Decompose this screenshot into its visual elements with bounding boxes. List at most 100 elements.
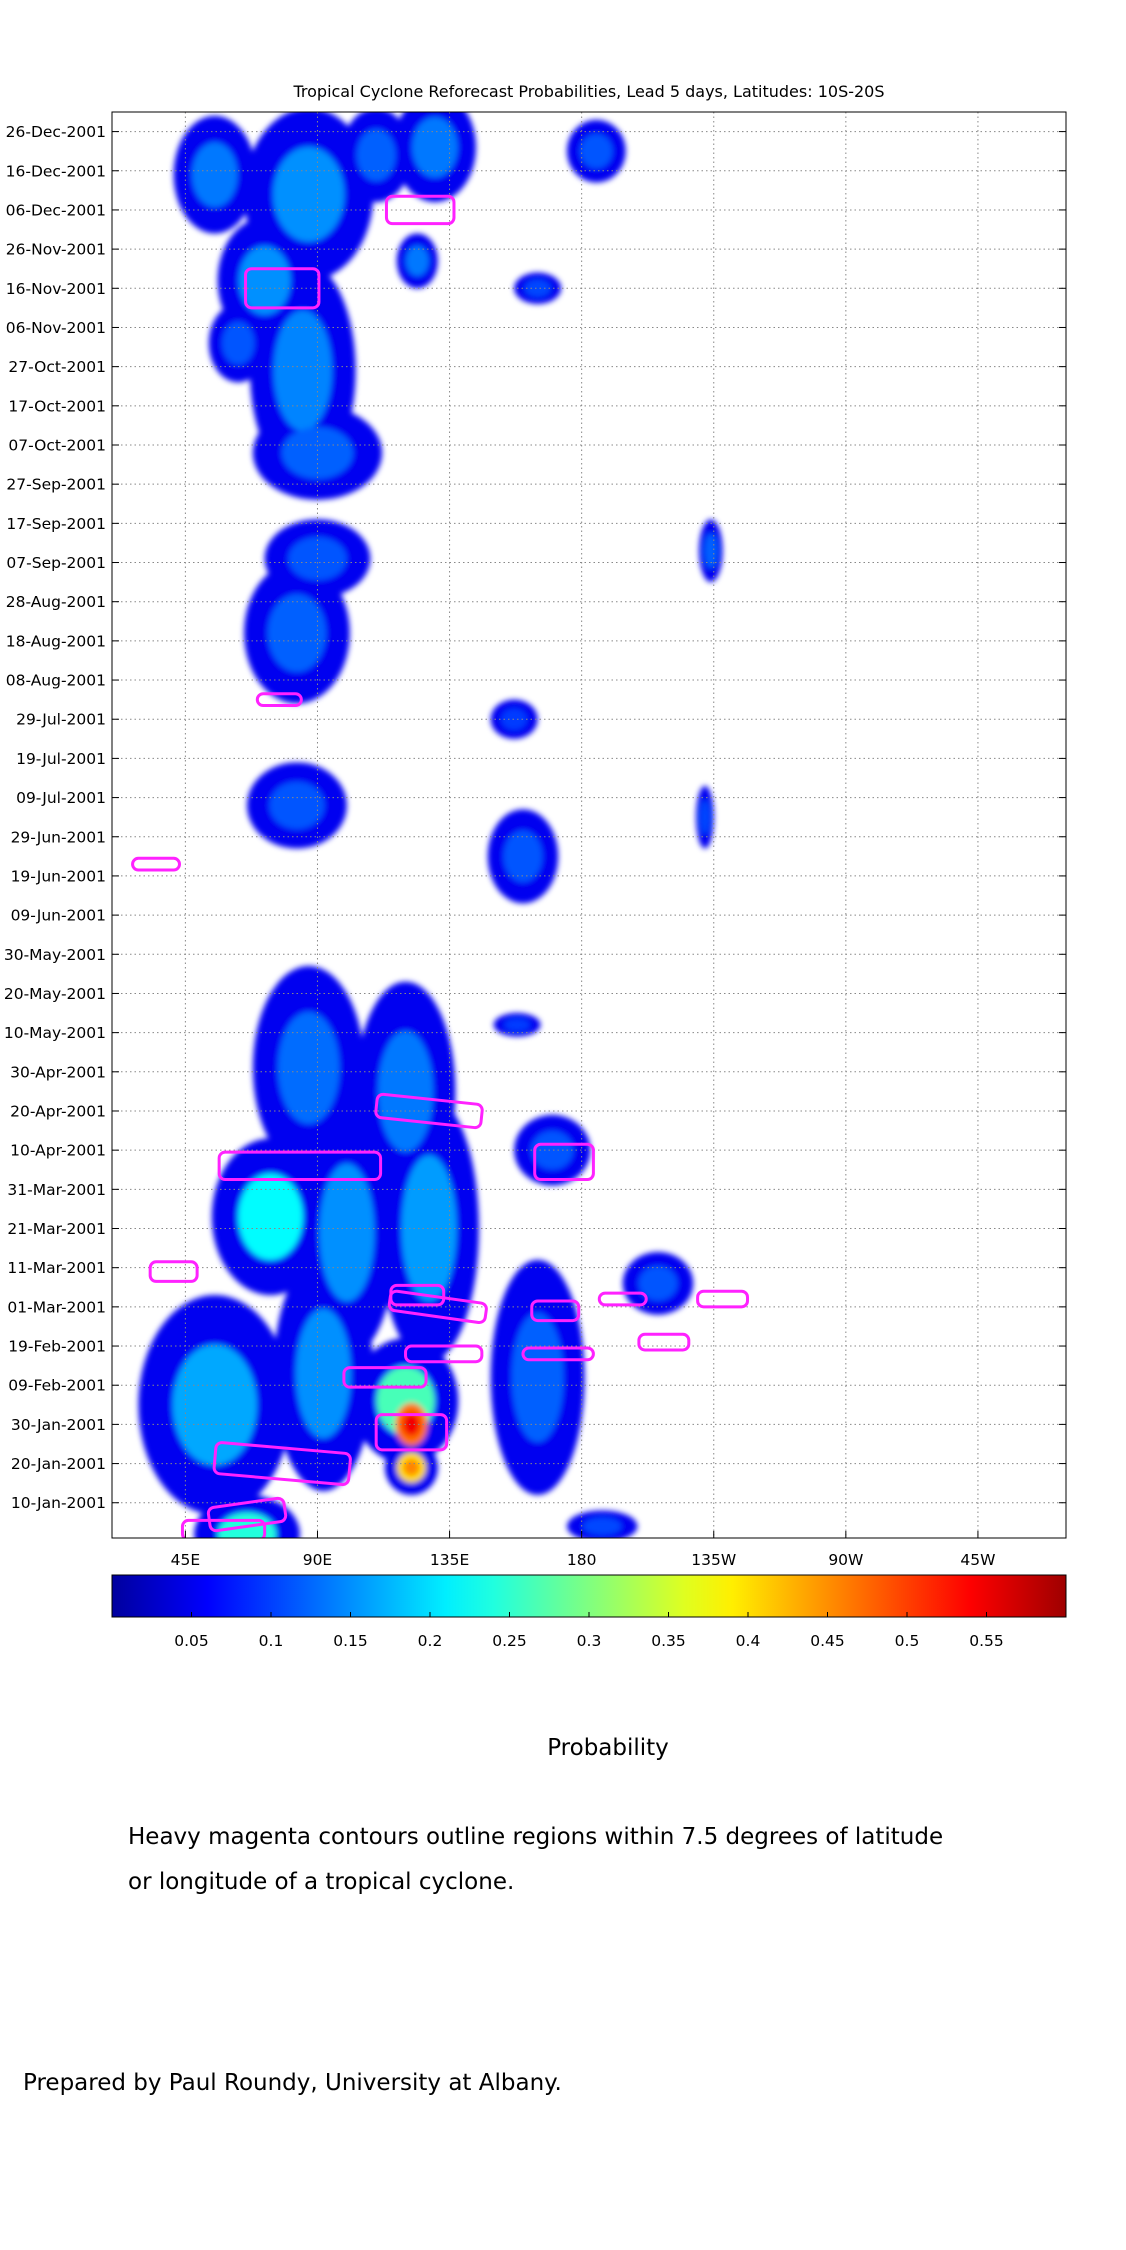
y-tick-label-24: 30-Apr-2001: [10, 1063, 106, 1081]
cyclone-contour-6: [521, 1346, 595, 1362]
prob-peak-21: [402, 1412, 421, 1437]
y-axis: 26-Dec-2001 16-Dec-2001 06-Dec-2001 26-Nov-…: [4, 123, 1066, 1512]
prob-core-13: [269, 781, 325, 830]
y-tick-label-9: 27-Sep-2001: [6, 476, 106, 494]
prob-peak-22: [403, 1459, 420, 1476]
x-tick-label-0: 45E: [171, 1551, 201, 1569]
cyclone-contour-2: [212, 1441, 352, 1487]
colorbar-tick-label-9: 0.5: [895, 1632, 920, 1650]
prob-core-14: [503, 830, 543, 883]
y-tick-label-25: 20-Apr-2001: [10, 1102, 106, 1120]
y-tick-label-2: 06-Dec-2001: [6, 201, 106, 219]
colorbar-tick-label-6: 0.35: [651, 1632, 686, 1650]
y-tick-label-12: 28-Aug-2001: [6, 593, 106, 611]
x-tick-label-3: 180: [567, 1551, 597, 1569]
prob-core-7: [412, 117, 458, 178]
prob-core-17: [238, 1173, 303, 1260]
prob-core-1: [273, 146, 345, 242]
prob-core-10: [524, 279, 551, 297]
y-tick-label-4: 16-Nov-2001: [6, 280, 106, 298]
colorbar-tick-label-4: 0.25: [492, 1632, 527, 1650]
colorbar-tick-label-8: 0.45: [810, 1632, 845, 1650]
y-tick-label-16: 19-Jul-2001: [16, 750, 106, 768]
y-tick-label-13: 18-Aug-2001: [6, 632, 106, 650]
y-tick-label-26: 10-Apr-2001: [10, 1142, 106, 1160]
x-tick-label-1: 90E: [303, 1551, 333, 1569]
colorbar-tick-label-10: 0.55: [969, 1632, 1004, 1650]
y-tick-label-8: 07-Oct-2001: [8, 436, 106, 454]
y-tick-label-30: 01-Mar-2001: [7, 1298, 106, 1316]
colorbar-tick-label-7: 0.4: [736, 1632, 761, 1650]
prob-core-30: [504, 1018, 530, 1032]
y-tick-label-28: 21-Mar-2001: [7, 1220, 106, 1238]
prob-core-4: [273, 310, 332, 431]
credit-line: Prepared by Paul Roundy, University at A…: [23, 2070, 562, 2096]
prob-core-26: [511, 1312, 564, 1443]
y-tick-label-21: 30-May-2001: [4, 946, 106, 964]
note-line-1: Heavy magenta contours outline regions w…: [128, 1824, 944, 1850]
x-tick-label-4: 135W: [691, 1551, 736, 1569]
note-line-2: or longitude of a tropical cyclone.: [128, 1869, 515, 1895]
y-tick-label-20: 09-Jun-2001: [11, 907, 106, 925]
cyclone-contour-5: [404, 1344, 484, 1364]
cyclone-contours: [131, 194, 750, 1538]
x-tick-label-2: 135E: [430, 1551, 469, 1569]
cyclone-contour-4: [342, 1366, 428, 1389]
x-tick-label-5: 90W: [828, 1551, 863, 1569]
contour-note: Heavy magenta contours outline regions w…: [128, 1815, 968, 1905]
y-tick-label-1: 16-Dec-2001: [6, 162, 106, 180]
y-tick-label-6: 27-Oct-2001: [8, 358, 106, 376]
y-tick-label-7: 17-Oct-2001: [8, 397, 106, 415]
prob-core-28: [531, 1130, 574, 1170]
cyclone-contour-10: [597, 1291, 648, 1307]
cyclone-contour-13: [148, 1260, 199, 1283]
y-tick-label-17: 09-Jul-2001: [16, 789, 106, 807]
prob-core-8: [405, 245, 429, 276]
prob-core-27: [582, 1517, 622, 1535]
prob-core-0: [192, 142, 238, 208]
prob-core-31: [501, 708, 528, 730]
prob-core-3: [238, 245, 291, 315]
prob-core-18: [319, 1163, 375, 1302]
hovmoller-chart: Tropical Cyclone Reforecast Probabilitie…: [4, 82, 1067, 1650]
prob-core-12: [267, 594, 326, 672]
y-tick-label-0: 26-Dec-2001: [6, 123, 106, 141]
y-tick-label-19: 19-Jun-2001: [11, 867, 106, 885]
y-tick-label-32: 09-Feb-2001: [8, 1377, 106, 1395]
probability-field: [138, 112, 723, 1538]
prob-core-5: [281, 426, 353, 479]
colorbar-tick-label-1: 0.1: [259, 1632, 284, 1650]
prob-core-33: [700, 799, 710, 835]
cyclone-contour-18: [255, 692, 303, 708]
cyclone-contour-17: [131, 856, 182, 872]
chart-title: Tropical Cyclone Reforecast Probabilitie…: [292, 82, 884, 101]
y-tick-label-15: 29-Jul-2001: [16, 711, 106, 729]
x-axis: 45E 90E 135E 180 135W 90W 45W: [171, 1531, 995, 1569]
cyclone-contour-9: [530, 1299, 581, 1323]
cyclone-contour-19: [244, 267, 321, 310]
colorbar-label: Probability: [547, 1735, 669, 1761]
prob-core-23: [172, 1344, 257, 1466]
colorbar: 0.05 0.1 0.15 0.2 0.25 0.3 0.35 0.4 0.45 0.5 0.55: [111, 1574, 1067, 1650]
grid-lines: [112, 112, 1066, 1538]
prob-core-16: [378, 1031, 433, 1152]
y-tick-label-3: 26-Nov-2001: [6, 241, 106, 259]
prob-core-25: [295, 1308, 351, 1439]
cyclone-contour-11: [637, 1332, 691, 1352]
y-tick-label-22: 20-May-2001: [4, 985, 106, 1003]
prob-core-6: [222, 321, 255, 365]
x-tick-label-6: 45W: [960, 1551, 995, 1569]
cyclone-contour-14: [217, 1150, 383, 1182]
cyclone-contour-15: [374, 1092, 484, 1130]
colorbar-tick-label-2: 0.15: [333, 1632, 368, 1650]
prob-core-32: [704, 533, 718, 569]
prob-core-19: [401, 1155, 457, 1302]
prob-core-29: [638, 1266, 678, 1301]
y-tick-label-11: 07-Sep-2001: [6, 554, 106, 572]
colorbar-tick-label-0: 0.05: [174, 1632, 209, 1650]
y-tick-label-27: 31-Mar-2001: [7, 1181, 106, 1199]
cyclone-contour-8: [389, 1283, 446, 1307]
y-tick-label-14: 08-Aug-2001: [6, 672, 106, 690]
y-tick-label-5: 06-Nov-2001: [6, 319, 106, 337]
prob-core-15: [277, 1011, 340, 1124]
